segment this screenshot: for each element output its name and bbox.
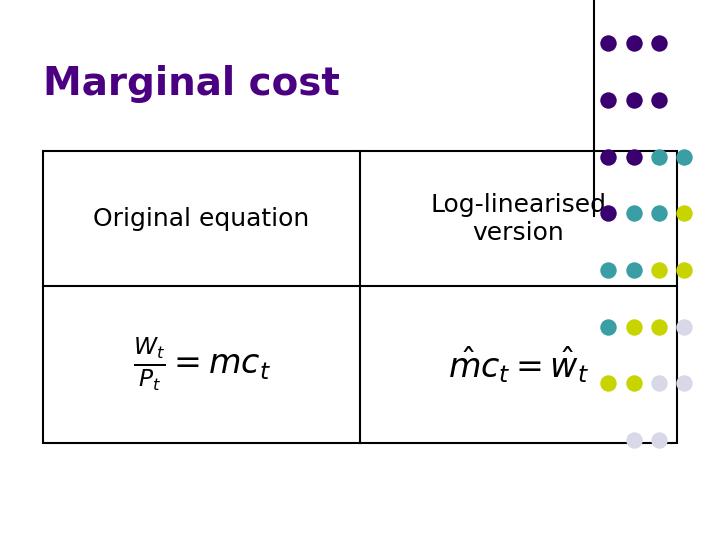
Point [628,436,639,444]
Point [603,322,614,331]
Point [653,322,665,331]
Point [628,152,639,161]
Point [628,209,639,218]
Point [603,96,614,104]
Text: $\frac{W_t}{P_t} = mc_t$: $\frac{W_t}{P_t} = mc_t$ [132,336,271,393]
Point [678,152,690,161]
Point [603,266,614,274]
Text: Marginal cost: Marginal cost [43,65,340,103]
Point [678,209,690,218]
Point [603,379,614,388]
Point [653,379,665,388]
Point [628,266,639,274]
Point [678,266,690,274]
Point [628,379,639,388]
Point [653,266,665,274]
Text: Log-linearised
version: Log-linearised version [431,193,606,245]
Point [678,322,690,331]
Point [628,322,639,331]
Point [653,152,665,161]
FancyBboxPatch shape [43,151,677,443]
Point [603,39,614,48]
Point [653,436,665,444]
Point [628,39,639,48]
Point [653,39,665,48]
Point [628,96,639,104]
Text: Original equation: Original equation [94,207,310,231]
Text: $\hat{m}c_t = \hat{w}_t$: $\hat{m}c_t = \hat{w}_t$ [448,344,589,385]
Point [653,96,665,104]
Point [603,152,614,161]
Point [603,209,614,218]
Point [678,379,690,388]
Point [653,209,665,218]
